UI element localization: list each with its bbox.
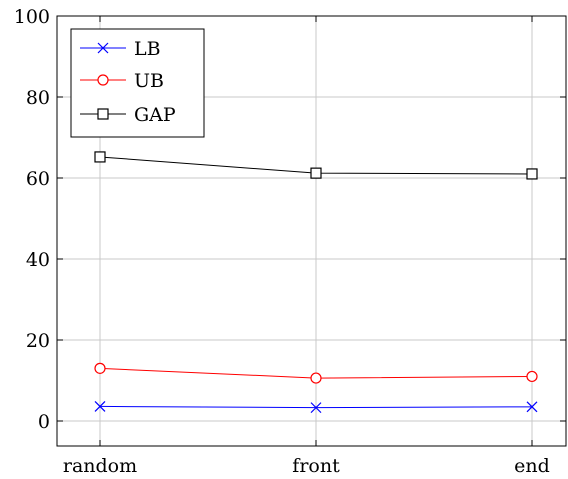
y-tick-label: 40 bbox=[26, 249, 50, 271]
y-tick-label: 80 bbox=[26, 87, 50, 109]
y-tick-label: 20 bbox=[26, 330, 50, 352]
y-tick-label: 100 bbox=[14, 6, 50, 28]
y-tick-label: 0 bbox=[38, 411, 50, 433]
legend-marker-lb-stroke bbox=[97, 42, 109, 54]
x-tick-label: front bbox=[292, 455, 340, 477]
data-point-gap bbox=[526, 168, 538, 180]
legend-box bbox=[70, 28, 205, 138]
series-lb bbox=[94, 400, 538, 414]
data-point-lb-stroke bbox=[526, 401, 538, 413]
data-point-lb bbox=[94, 400, 106, 412]
data-point-lb bbox=[310, 402, 322, 414]
legend-label-gap: GAP bbox=[134, 104, 176, 126]
data-point-lb-stroke bbox=[94, 400, 106, 412]
legend-label-lb: LB bbox=[134, 38, 161, 60]
series-layer bbox=[94, 151, 538, 414]
legend-marker-ub bbox=[97, 74, 109, 86]
data-point-gap bbox=[310, 167, 322, 179]
data-point-ub bbox=[526, 370, 538, 383]
legend-marker-gap bbox=[97, 108, 109, 120]
x-tick-label: random bbox=[63, 455, 137, 477]
series-ub bbox=[94, 362, 538, 384]
axes: random front end 0 20 40 60 80 100 bbox=[14, 6, 566, 477]
data-point-lb-stroke bbox=[310, 402, 322, 414]
series-gap bbox=[94, 151, 538, 180]
x-tick-label: end bbox=[514, 455, 550, 477]
legend-label-ub: UB bbox=[134, 70, 164, 92]
data-point-ub bbox=[310, 372, 322, 384]
plot-frame bbox=[56, 15, 567, 447]
data-point-lb bbox=[526, 401, 538, 413]
data-point-gap bbox=[94, 151, 106, 163]
data-point-ub bbox=[94, 362, 106, 374]
y-tick-label: 60 bbox=[26, 168, 50, 190]
legend-marker-lb bbox=[97, 42, 109, 54]
legend: LB UB GAP bbox=[70, 28, 205, 138]
